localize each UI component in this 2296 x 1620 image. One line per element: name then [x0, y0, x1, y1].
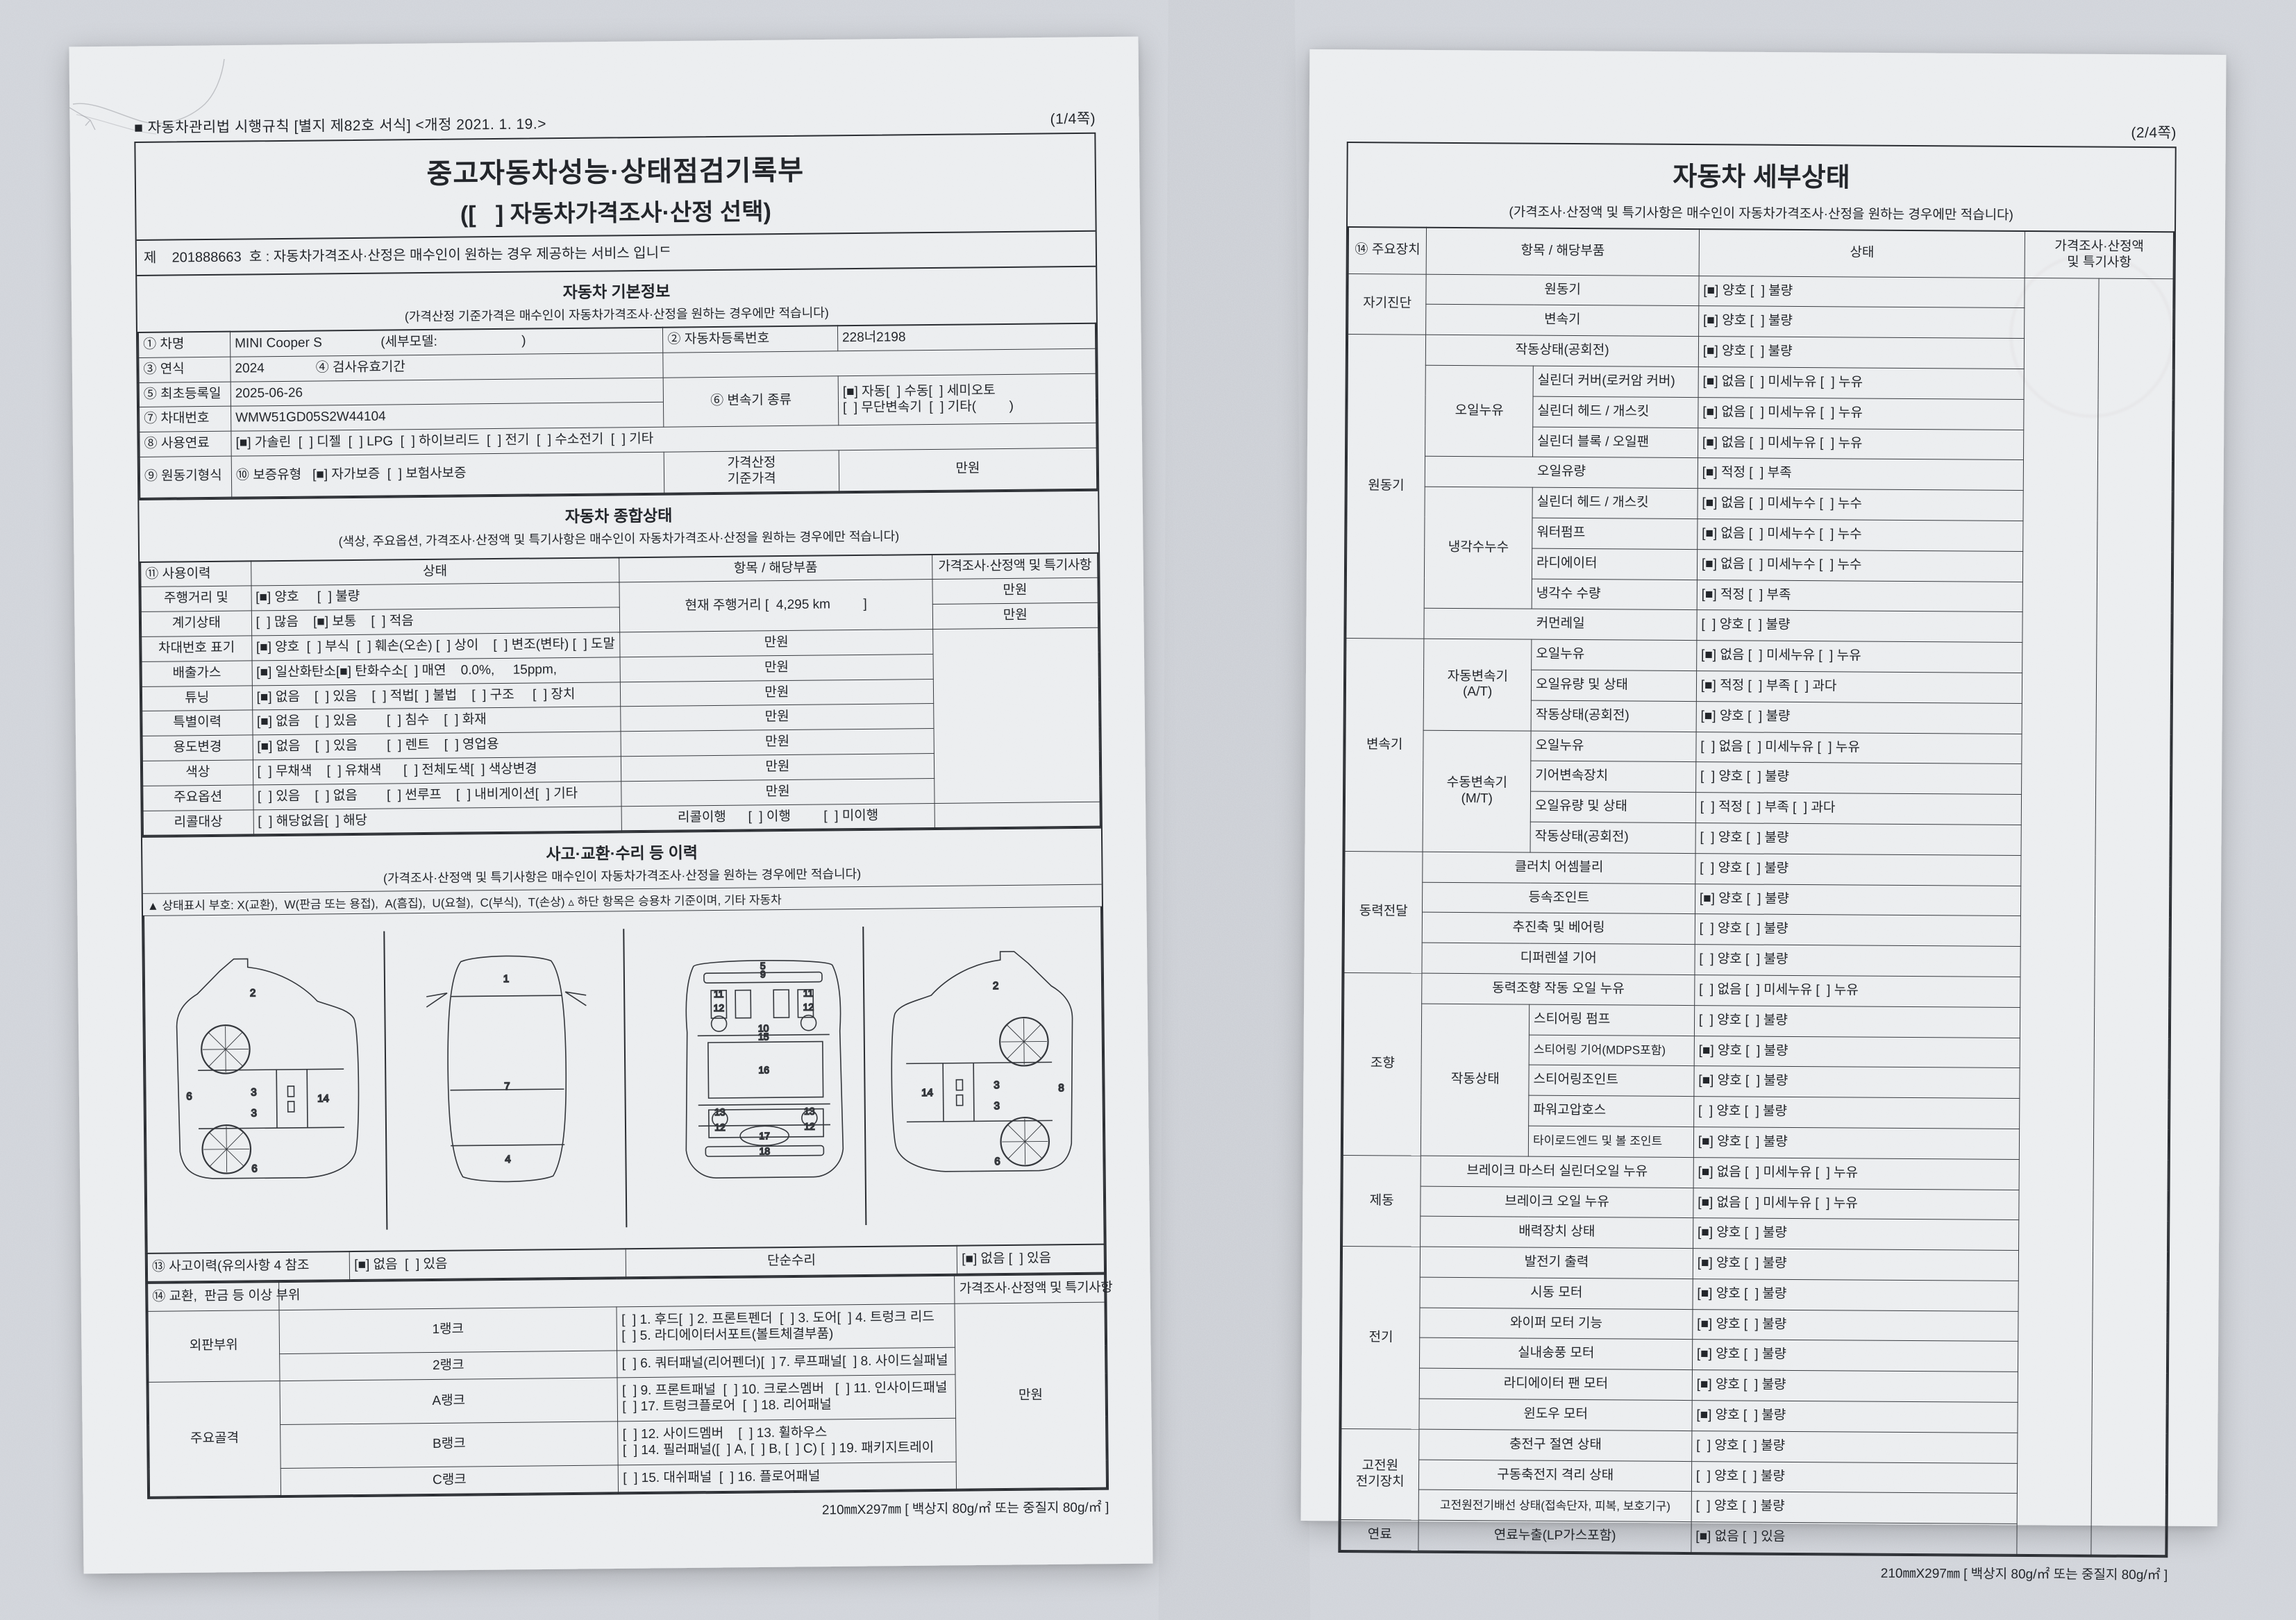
svg-text:11: 11 — [803, 988, 814, 999]
svg-text:14: 14 — [921, 1087, 933, 1099]
svg-text:2: 2 — [993, 980, 999, 992]
svg-text:6: 6 — [251, 1163, 258, 1175]
svg-text:12: 12 — [804, 1121, 815, 1132]
svg-text:2: 2 — [250, 988, 256, 999]
svg-text:3: 3 — [251, 1108, 258, 1120]
svg-text:14: 14 — [317, 1093, 329, 1105]
svg-text:6: 6 — [994, 1156, 1000, 1167]
svg-text:16: 16 — [758, 1065, 769, 1076]
svg-text:17: 17 — [759, 1131, 770, 1142]
svg-text:13: 13 — [804, 1106, 815, 1117]
svg-text:13: 13 — [714, 1106, 726, 1117]
svg-text:18: 18 — [759, 1146, 770, 1157]
svg-text:1: 1 — [503, 973, 510, 985]
svg-text:7: 7 — [504, 1081, 510, 1092]
svg-text:12: 12 — [803, 1002, 814, 1013]
svg-text:11: 11 — [714, 988, 724, 999]
svg-text:12: 12 — [714, 1002, 725, 1013]
svg-text:8: 8 — [1058, 1083, 1064, 1095]
svg-text:3: 3 — [251, 1087, 257, 1099]
svg-text:12: 12 — [714, 1122, 726, 1133]
svg-text:9: 9 — [760, 969, 766, 980]
svg-text:15: 15 — [758, 1031, 769, 1043]
svg-text:3: 3 — [994, 1079, 1000, 1091]
svg-text:3: 3 — [994, 1100, 1000, 1112]
svg-text:4: 4 — [505, 1154, 511, 1165]
svg-text:6: 6 — [186, 1091, 192, 1103]
